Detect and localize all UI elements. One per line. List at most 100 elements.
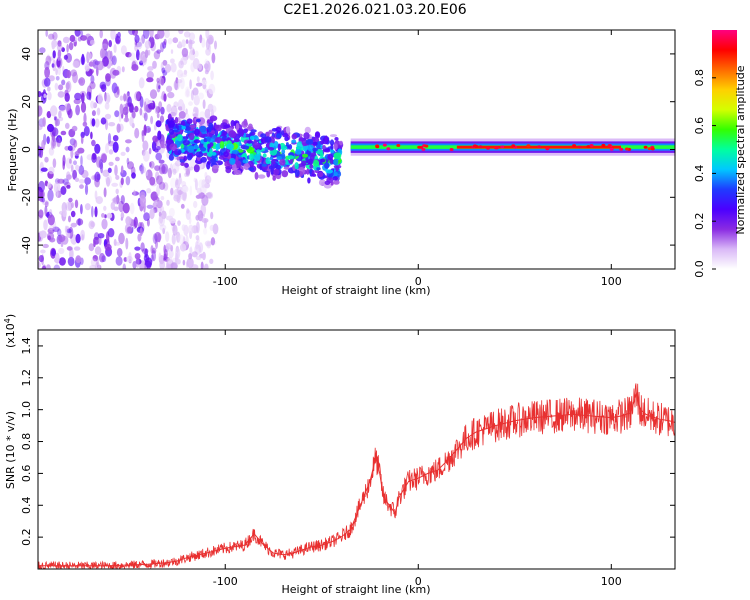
spectrogram-cell: [91, 205, 94, 218]
spectrogram-cell: [160, 196, 165, 201]
spectrogram-cell: [44, 66, 50, 79]
spectrogram-cell: [192, 87, 199, 96]
spectrogram-cell: [166, 139, 171, 146]
spectrogram-cell: [199, 125, 207, 133]
spectrogram-cell: [78, 165, 85, 176]
spectrogram-cell: [120, 212, 125, 219]
spectrogram-cell: [60, 130, 67, 136]
spectrogram-cell: [125, 216, 132, 226]
spectrogram-cell: [208, 36, 213, 45]
spectrogram-cell: [108, 122, 116, 127]
spectrogram-cell: [175, 247, 181, 259]
spectrogram-cell: [93, 174, 97, 182]
spectrogram-cell: [417, 145, 422, 149]
spectrogram-cell: [160, 141, 165, 149]
spectrogram-cell: [38, 209, 44, 218]
spectrogram-cell: [182, 103, 186, 113]
spectrogram-cell: [118, 111, 122, 123]
spectrogram-cell: [62, 154, 66, 166]
spectrogram-cell: [132, 261, 137, 269]
spectrogram-cell: [178, 30, 184, 35]
spectrogram-cell: [199, 111, 206, 119]
spectrogram-cell: [56, 58, 61, 68]
colorbar-ticks: 0.0 0.2 0.4 0.6 0.8: [693, 69, 716, 278]
spectrogram-cell: [115, 188, 119, 195]
spectrogram-cell: [91, 118, 96, 127]
spectrogram-cell: [114, 241, 121, 246]
spectrogram-cell: [67, 246, 72, 251]
spectrogram-cell: [139, 107, 143, 116]
spectrogram-cell: [107, 133, 112, 145]
spectrogram-cell: [133, 189, 136, 197]
spectrogram-cell: [189, 185, 192, 196]
spectrogram-cell: [55, 76, 60, 81]
spectrogram-cell: [168, 207, 175, 218]
spectrogram-cell: [79, 184, 84, 189]
spectrogram-cell: [99, 48, 106, 59]
spectrogram-cell: [168, 128, 175, 135]
spectrogram-cell: [195, 82, 203, 87]
spectrogram-y-ticks: -40 -20 0 20 40: [20, 47, 675, 254]
spectrogram-cell: [75, 233, 81, 244]
spectrogram-cell: [275, 126, 282, 133]
spectrogram-cell: [83, 112, 87, 125]
spectrogram-cell: [173, 101, 179, 108]
spectrogram-cell: [103, 187, 107, 198]
spectrogram-cell: [134, 127, 140, 139]
spectrogram-cell: [80, 101, 87, 113]
spectrogram-cell: [472, 144, 477, 148]
spectrogram-cell: [149, 161, 152, 168]
spectrogram-cell: [601, 143, 606, 147]
spectrogram-cell: [210, 105, 217, 113]
spectrogram-cell: [50, 105, 58, 117]
spectrogram-cell: [285, 142, 289, 147]
spectrogram-cell: [85, 33, 91, 39]
spectrogram-cell: [334, 137, 339, 141]
spectrogram-cell: [202, 152, 209, 156]
spectrogram-cell: [104, 214, 107, 219]
spectrogram-cell: [119, 103, 124, 115]
spectrogram-cell: [91, 110, 96, 117]
spectrogram-cell: [242, 159, 249, 164]
spectrogram-cell: [287, 155, 294, 160]
spectrogram-cell: [205, 39, 210, 50]
spectrogram-cell: [243, 118, 248, 126]
spectrogram-cell: [82, 121, 88, 127]
spectrogram-cell: [219, 141, 225, 149]
spectrogram-cell: [152, 196, 160, 202]
spectrogram-cell: [179, 156, 184, 160]
spectrogram-cell: [80, 55, 86, 66]
spectrogram-cell: [47, 189, 54, 202]
spectrogram-cell: [295, 149, 302, 155]
spectrogram-cell: [198, 242, 204, 253]
spectrogram-cell: [273, 168, 280, 176]
spectrogram-cell: [78, 77, 86, 86]
spectrogram-cell: [57, 91, 65, 98]
spectrogram-cell: [147, 66, 154, 71]
spectrogram-cell: [166, 85, 173, 93]
spectrogram-cell: [170, 62, 177, 73]
spectrogram-cell: [70, 69, 78, 77]
spectrogram-cell: [545, 147, 550, 151]
spectrogram-cell: [90, 75, 95, 84]
spectrogram-cell: [201, 79, 208, 86]
spectrogram-cell: [188, 253, 193, 260]
spectrogram-cell: [149, 89, 158, 99]
spectrogram-cell: [101, 43, 109, 50]
spectrogram-cell: [265, 157, 271, 165]
spectrogram-cell: [112, 141, 119, 153]
spectrogram-cell: [99, 252, 105, 263]
spectrogram-cell: [199, 34, 203, 44]
spectrogram-cell: [312, 141, 318, 146]
spectrogram-cell: [211, 52, 216, 64]
spectrogram-y-tick-label: 40: [20, 47, 33, 61]
spectrogram-cell: [111, 55, 117, 66]
spectrogram-cell: [160, 61, 164, 71]
spectrogram-cell: [45, 55, 52, 66]
spectrogram-cell: [141, 248, 149, 254]
spectrogram-cell: [320, 158, 326, 163]
spectrogram-cell: [335, 165, 340, 172]
spectrogram-cell: [81, 170, 89, 179]
spectrogram-cell: [233, 169, 242, 175]
spectrogram-cell: [199, 147, 207, 152]
